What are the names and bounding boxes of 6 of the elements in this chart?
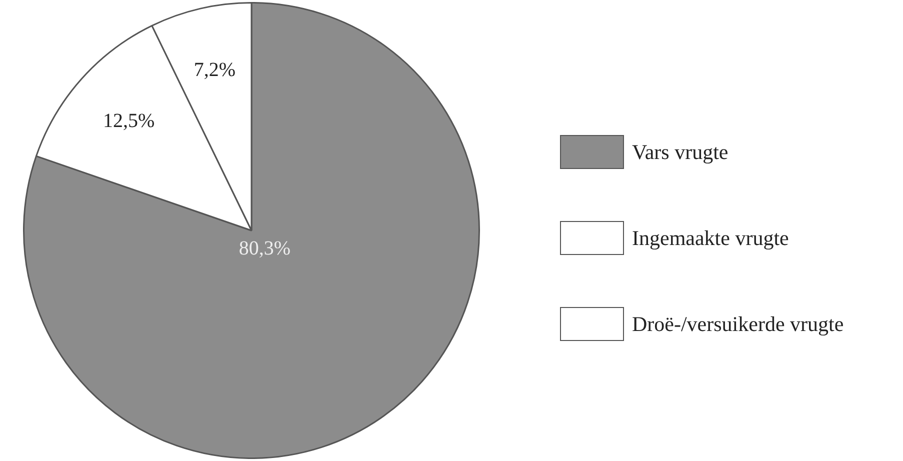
legend-label: Ingemaakte vrugte: [632, 226, 789, 250]
data-label: 80,3%: [238, 237, 291, 260]
data-label: 12,5%: [103, 110, 155, 132]
data-label: 7,2%: [194, 58, 236, 81]
legend-label: Droë-/versuikerde vrugte: [632, 312, 844, 336]
legend-label: Vars vrugte: [632, 140, 728, 164]
